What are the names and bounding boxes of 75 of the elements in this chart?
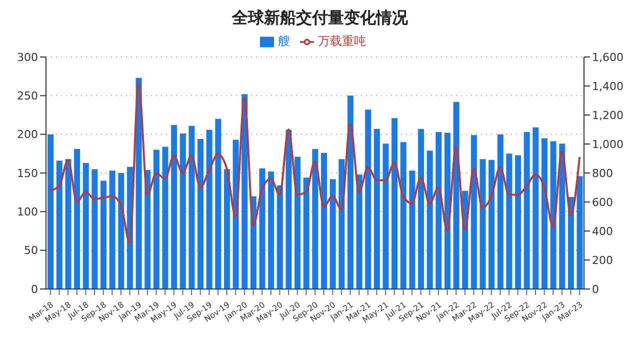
- bar: [480, 159, 486, 289]
- bar: [312, 149, 318, 289]
- chart-title: 全球新船交付量变化情况: [230, 8, 409, 29]
- bar: [171, 125, 178, 289]
- bar: [470, 135, 477, 289]
- y2-tick-label: 1,000: [592, 138, 624, 151]
- bar: [436, 132, 442, 289]
- bar: [559, 144, 566, 289]
- y-tick-label: 50: [24, 244, 38, 258]
- bar: [347, 96, 354, 289]
- bar: [48, 134, 54, 289]
- y-tick-label: 100: [17, 206, 38, 219]
- bar: [320, 152, 327, 289]
- bar: [144, 170, 151, 289]
- y2-tick-label: 0: [592, 282, 599, 296]
- bar: [276, 185, 283, 289]
- bar: [550, 141, 556, 289]
- y2-tick-label: 1,400: [592, 80, 624, 93]
- y-tick-label: 0: [31, 282, 38, 296]
- bar: [74, 149, 80, 289]
- bar: [180, 134, 186, 289]
- bar: [92, 169, 98, 289]
- bar: [224, 169, 230, 289]
- y2-tick-label: 200: [592, 254, 613, 267]
- bar: [65, 159, 72, 289]
- bar: [153, 150, 160, 289]
- bar: [188, 126, 195, 289]
- bar: [506, 154, 512, 289]
- y-tick-label: 250: [17, 90, 38, 103]
- bar: [303, 178, 310, 289]
- bar: [100, 180, 107, 289]
- bar: [162, 146, 168, 289]
- bar: [418, 128, 424, 289]
- bar: [541, 138, 548, 289]
- bar: [294, 156, 301, 289]
- bar: [259, 168, 266, 289]
- bar: [206, 130, 212, 289]
- bar: [400, 142, 406, 289]
- bar: [356, 174, 362, 289]
- y-tick-label: 300: [17, 50, 38, 64]
- line-series: [49, 82, 581, 244]
- y2-tick-label: 1,600: [592, 50, 624, 64]
- bar: [568, 196, 574, 289]
- y-tick-label: 150: [17, 166, 38, 180]
- bar: [82, 162, 89, 289]
- bar: [524, 132, 530, 289]
- bar: [444, 132, 450, 289]
- legend-label: 艘: [278, 34, 290, 48]
- bar: [488, 160, 495, 289]
- bar: [330, 179, 336, 289]
- y-tick-label: 200: [17, 128, 38, 142]
- bar: [409, 170, 416, 289]
- bar: [286, 130, 292, 289]
- bar: [268, 171, 274, 289]
- y2-tick-label: 800: [592, 166, 613, 180]
- bar: [515, 155, 522, 289]
- bar: [198, 138, 204, 289]
- y2-tick-label: 400: [592, 224, 613, 238]
- bar: [576, 176, 583, 289]
- bar: [497, 134, 504, 289]
- bar: [426, 150, 433, 289]
- bar: [392, 118, 398, 289]
- bar: [374, 128, 380, 289]
- bar: [382, 144, 389, 289]
- bar: [532, 127, 539, 289]
- bar: [118, 173, 124, 289]
- y2-tick-label: 600: [592, 196, 613, 209]
- bar: [338, 159, 345, 289]
- legend-label: 万载重吨: [318, 34, 366, 48]
- bar: [215, 118, 222, 289]
- y2-tick-label: 1,200: [592, 108, 624, 122]
- bar: [56, 160, 62, 289]
- bar: [109, 170, 116, 289]
- bar: [365, 110, 372, 289]
- bar: [453, 102, 460, 289]
